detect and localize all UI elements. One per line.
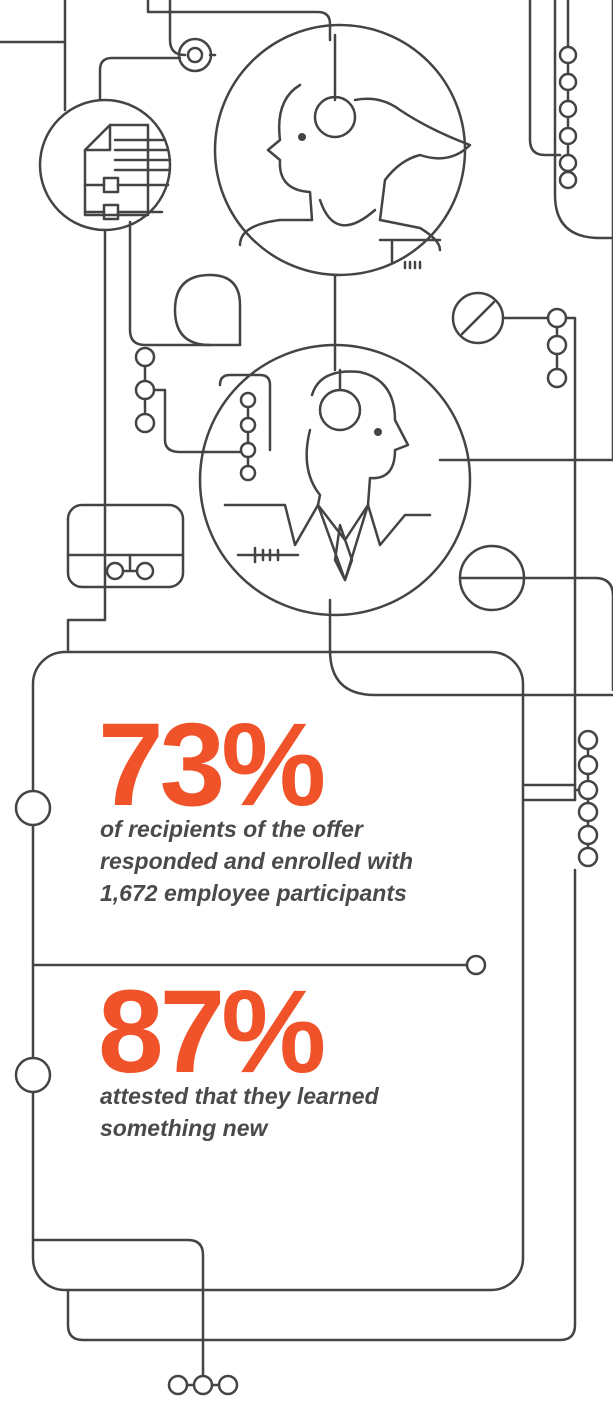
line-art-shape	[66, 503, 185, 589]
line-art-shape	[66, 868, 577, 1342]
line-art-shape	[555, 316, 577, 802]
line-art-shape	[298, 133, 306, 141]
line-art-shape	[465, 954, 487, 976]
line-art-shape	[223, 503, 432, 547]
line-art-shape	[305, 428, 322, 507]
line-art-shape	[577, 779, 599, 801]
line-art-shape	[31, 1238, 205, 1377]
line-art-shape	[558, 153, 578, 173]
line-art-shape	[239, 441, 257, 459]
line-art-shape	[558, 126, 578, 146]
line-art-shape	[378, 238, 442, 270]
line-art-shape	[374, 428, 382, 436]
line-art-shape	[522, 576, 613, 692]
line-art-shape	[238, 218, 442, 252]
line-art-shape	[313, 95, 357, 139]
line-art-shape	[333, 523, 354, 582]
line-art-shape	[83, 123, 112, 152]
line-art-shape	[143, 364, 207, 454]
line-art-shape	[573, 747, 590, 850]
line-art-shape	[239, 416, 257, 434]
line-art-shape	[134, 379, 156, 401]
line-art-shape	[266, 83, 314, 222]
line-art-shape	[31, 650, 525, 1292]
line-art-shape	[135, 561, 155, 581]
line-art-shape	[203, 405, 250, 468]
line-art-shape	[438, 0, 613, 462]
line-art-shape	[328, 598, 613, 697]
line-art-shape	[102, 203, 120, 221]
line-art-shape	[134, 412, 156, 434]
line-art-shape	[14, 789, 52, 827]
line-art-shape	[192, 1374, 214, 1396]
line-art-shape	[577, 729, 599, 751]
line-art-shape	[558, 45, 578, 65]
line-art-shape	[0, 0, 67, 44]
stat-description: 1,672 employee participants	[100, 880, 407, 906]
line-art-shape	[217, 1374, 239, 1396]
line-art-shape	[198, 343, 472, 617]
line-art-shape	[186, 46, 204, 64]
line-art-shape	[558, 72, 578, 92]
line-art-shape	[83, 183, 106, 214]
line-art-shape	[105, 561, 125, 581]
line-art-shape	[577, 801, 599, 823]
line-art-shape	[546, 307, 568, 329]
line-art-shape	[168, 0, 187, 57]
line-art-shape	[318, 388, 362, 432]
line-art-shape	[546, 367, 568, 389]
line-art-shape	[121, 553, 139, 573]
line-art-shape	[167, 1374, 189, 1396]
line-art-shape	[218, 373, 272, 452]
line-art-shape	[521, 783, 577, 802]
line-art-shape	[236, 546, 300, 564]
stat-value: 87%	[98, 966, 323, 1098]
line-art-shape	[577, 846, 599, 868]
stat-description: something new	[100, 1115, 270, 1141]
line-art-shape	[577, 824, 599, 846]
line-art-shape	[353, 97, 472, 222]
line-art-shape	[558, 99, 578, 119]
line-art-shape	[460, 300, 496, 336]
line-art-shape	[66, 228, 107, 652]
line-art-shape	[213, 23, 467, 277]
line-art-shape	[528, 0, 562, 157]
line-art-shape	[558, 170, 578, 190]
line-art-shape	[98, 56, 182, 102]
stat-description: responded and enrolled with	[100, 848, 413, 874]
line-art-shape	[239, 391, 257, 409]
line-art-shape	[577, 754, 599, 776]
line-art-shape	[310, 370, 410, 507]
line-art-shape	[318, 198, 377, 227]
stat-value: 73%	[98, 699, 323, 831]
line-art-shape	[146, 0, 332, 42]
line-art-shape	[14, 1056, 52, 1094]
stat-description: attested that they learned	[100, 1083, 380, 1109]
line-art-shape	[173, 273, 242, 347]
line-art-shape	[546, 334, 568, 356]
stat-description: of recipients of the offer	[100, 816, 364, 842]
line-art-shape	[239, 464, 257, 482]
line-art-shape	[128, 220, 242, 347]
line-art-shape	[553, 0, 613, 240]
line-art-shape	[102, 176, 120, 194]
line-art-shape	[134, 346, 156, 368]
